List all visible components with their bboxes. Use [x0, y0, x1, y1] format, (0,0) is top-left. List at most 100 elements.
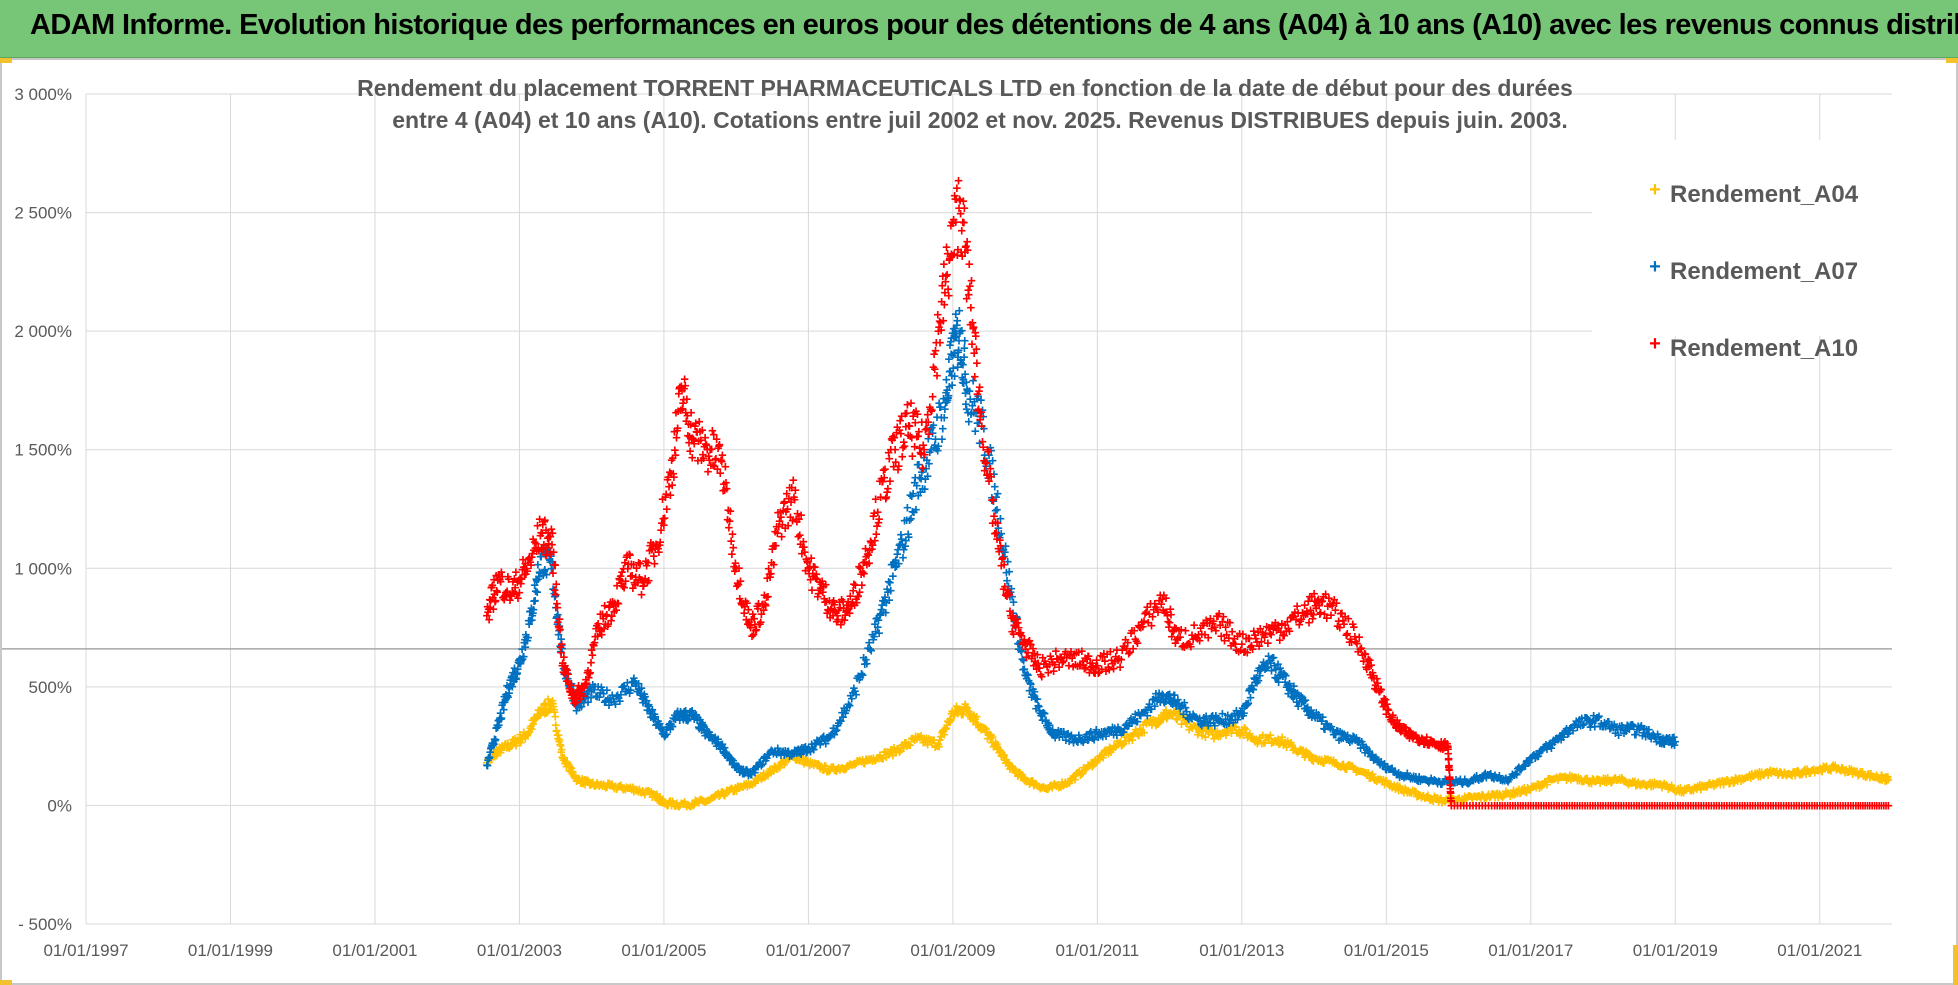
- data-point: +: [1003, 754, 1012, 771]
- data-point: +: [1154, 710, 1163, 727]
- data-point: +: [554, 727, 563, 744]
- data-point: +: [1074, 765, 1083, 782]
- data-point: +: [1538, 776, 1547, 793]
- data-point: +: [1449, 791, 1458, 808]
- data-point: +: [1271, 733, 1280, 750]
- data-point: +: [902, 734, 911, 751]
- data-point: +: [1309, 753, 1318, 770]
- data-point: +: [1665, 779, 1674, 796]
- data-point: +: [1471, 788, 1480, 805]
- data-point: +: [1215, 725, 1224, 742]
- data-point: +: [933, 738, 942, 755]
- data-point: +: [671, 447, 680, 464]
- data-point: +: [820, 758, 829, 775]
- data-point: +: [532, 711, 541, 728]
- data-point: +: [528, 712, 537, 729]
- data-point: +: [1323, 751, 1332, 768]
- data-point: +: [1667, 777, 1676, 794]
- data-point: +: [1536, 776, 1545, 793]
- data-point: +: [918, 730, 927, 747]
- data-point: +: [1200, 719, 1209, 736]
- data-point: +: [960, 200, 969, 217]
- data-point: +: [519, 724, 528, 741]
- data-point: +: [657, 794, 666, 811]
- data-point: +: [964, 703, 973, 720]
- y-tick-label: 2 500%: [14, 204, 72, 223]
- data-point: +: [638, 782, 647, 799]
- data-point: +: [631, 781, 640, 798]
- data-point: +: [1332, 756, 1341, 773]
- data-point: +: [986, 730, 995, 747]
- data-point: +: [687, 798, 696, 815]
- data-point: +: [1220, 724, 1229, 741]
- data-point: +: [576, 775, 585, 792]
- data-point: +: [884, 746, 893, 763]
- x-tick-label: 01/01/2003: [477, 941, 562, 960]
- data-point: +: [628, 779, 637, 796]
- data-point: +: [1125, 733, 1134, 750]
- data-point: +: [1589, 771, 1598, 788]
- data-point: +: [659, 793, 668, 810]
- data-point: +: [1469, 788, 1478, 805]
- data-point: +: [604, 775, 613, 792]
- data-point: +: [1580, 773, 1589, 790]
- data-point: +: [680, 793, 689, 810]
- data-point: +: [1572, 770, 1581, 787]
- data-point: +: [543, 703, 552, 720]
- data-point: +: [1626, 775, 1635, 792]
- data-point: +: [1622, 774, 1631, 791]
- data-point: +: [1499, 788, 1508, 805]
- data-point: +: [1453, 792, 1462, 809]
- data-point: +: [1380, 776, 1389, 793]
- data-point: +: [1652, 776, 1661, 793]
- data-point: +: [1308, 752, 1317, 769]
- data-point: +: [1159, 705, 1168, 722]
- data-point: +: [1255, 730, 1264, 747]
- data-point: +: [1374, 771, 1383, 788]
- data-point: +: [790, 748, 799, 765]
- data-point: +: [1373, 773, 1382, 790]
- x-tick-label: 01/01/2005: [621, 941, 706, 960]
- data-point: +: [1265, 730, 1274, 747]
- data-point: +: [1061, 774, 1070, 791]
- data-point: +: [843, 757, 852, 774]
- data-point: +: [1027, 773, 1036, 790]
- data-point: +: [1302, 745, 1311, 762]
- data-point: +: [885, 745, 894, 762]
- data-point: +: [535, 702, 544, 719]
- legend-label-a07: Rendement_A07: [1670, 258, 1858, 285]
- data-point: +: [1666, 780, 1675, 797]
- data-point: +: [863, 751, 872, 768]
- data-point: +: [778, 755, 787, 772]
- data-point: +: [874, 750, 883, 767]
- data-point: +: [1065, 775, 1074, 792]
- data-point: +: [1641, 777, 1650, 794]
- data-point: +: [793, 751, 802, 768]
- data-point: +: [1299, 742, 1308, 759]
- data-point: +: [846, 756, 855, 773]
- data-point: +: [1522, 784, 1531, 801]
- data-point: +: [1206, 721, 1215, 738]
- data-point: +: [718, 783, 727, 800]
- data-point: +: [1068, 770, 1077, 787]
- data-point: +: [1201, 729, 1210, 746]
- data-point: +: [1565, 767, 1574, 784]
- data-point: +: [1075, 763, 1084, 780]
- data-point: +: [1486, 788, 1495, 805]
- data-point: +: [1019, 769, 1028, 786]
- data-point: +: [1671, 733, 1680, 750]
- data-point: +: [1103, 742, 1112, 759]
- data-point: +: [1036, 780, 1045, 797]
- data-point: +: [487, 748, 496, 765]
- data-point: +: [1397, 783, 1406, 800]
- data-point: +: [1293, 744, 1302, 761]
- data-point: +: [794, 749, 803, 766]
- data-point: +: [1318, 754, 1327, 771]
- data-point: +: [882, 749, 891, 766]
- data-point: +: [510, 732, 519, 749]
- data-point: +: [508, 736, 517, 753]
- data-point: +: [1140, 724, 1149, 741]
- data-point: +: [539, 703, 548, 720]
- data-point: +: [1269, 734, 1278, 751]
- data-point: +: [569, 767, 578, 784]
